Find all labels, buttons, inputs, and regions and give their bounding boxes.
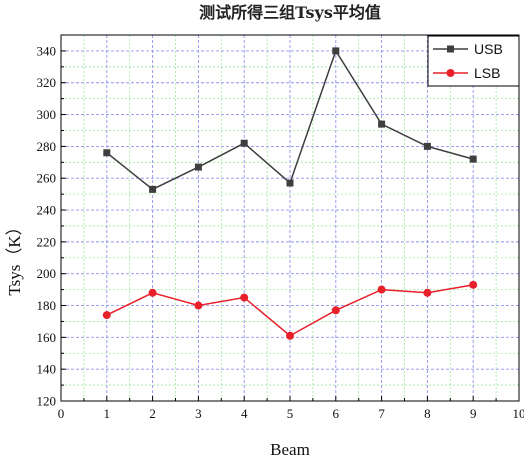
x-tick-label: 2	[149, 406, 156, 421]
y-tick-label: 200	[37, 266, 57, 281]
y-tick-label: 240	[37, 203, 57, 218]
usb-point	[286, 179, 294, 187]
y-tick-label: 120	[37, 394, 57, 409]
x-tick-label: 7	[378, 406, 385, 421]
y-tick-label: 140	[37, 362, 57, 377]
y-tick-label: 320	[37, 75, 57, 90]
usb-point	[378, 120, 386, 128]
lsb-point	[194, 301, 203, 310]
lsb-point	[240, 293, 249, 302]
usb-point	[423, 142, 431, 150]
x-tick-label: 5	[287, 406, 294, 421]
lsb-point	[286, 331, 294, 340]
lsb-point	[148, 288, 157, 297]
x-tick-label: 1	[104, 406, 111, 421]
y-tick-label: 280	[37, 139, 57, 154]
usb-point	[240, 139, 248, 147]
legend-lsb-marker	[446, 69, 455, 77]
chart-title: 测试所得三组Tsys平均值	[199, 3, 381, 22]
usb-point	[194, 163, 202, 171]
legend-box	[427, 35, 520, 87]
grid	[61, 35, 519, 401]
lsb-point	[377, 285, 386, 294]
y-tick-label: 160	[37, 330, 57, 345]
lsb-point	[331, 306, 340, 315]
x-tick-label: 3	[195, 406, 202, 421]
legend-usb-label: USB	[474, 41, 503, 57]
x-tick-label: 9	[470, 406, 477, 421]
y-tick-label: 260	[37, 171, 57, 186]
usb-point	[332, 47, 340, 55]
usb-point	[469, 155, 477, 163]
x-tick-label: 0	[58, 406, 65, 421]
x-tick-label: 4	[241, 406, 248, 421]
y-tick-label: 180	[37, 298, 57, 313]
axes: 0 1 2 3 4 5 6 7 8 9 10 120 140 160 180 200 220 240 260 280 3…	[37, 43, 524, 421]
y-axis-label: Tsys（K）	[5, 218, 24, 295]
lsb-point	[469, 280, 478, 289]
usb-point	[103, 149, 111, 157]
y-tick-label: 340	[37, 43, 57, 58]
legend: USB LSB	[427, 35, 520, 87]
y-tick-label: 300	[37, 107, 57, 122]
x-tick-label: 6	[333, 406, 340, 421]
series-layer	[102, 47, 478, 340]
legend-lsb-label: LSB	[474, 65, 500, 81]
lsb-point	[423, 288, 432, 297]
usb-point	[149, 185, 157, 193]
lsb-point	[102, 311, 111, 320]
y-tick-label: 220	[37, 234, 57, 249]
x-tick-label: 8	[424, 406, 431, 421]
x-tick-label: 10	[513, 406, 524, 421]
x-axis-label: Beam	[270, 440, 310, 459]
legend-usb-marker	[447, 45, 454, 53]
